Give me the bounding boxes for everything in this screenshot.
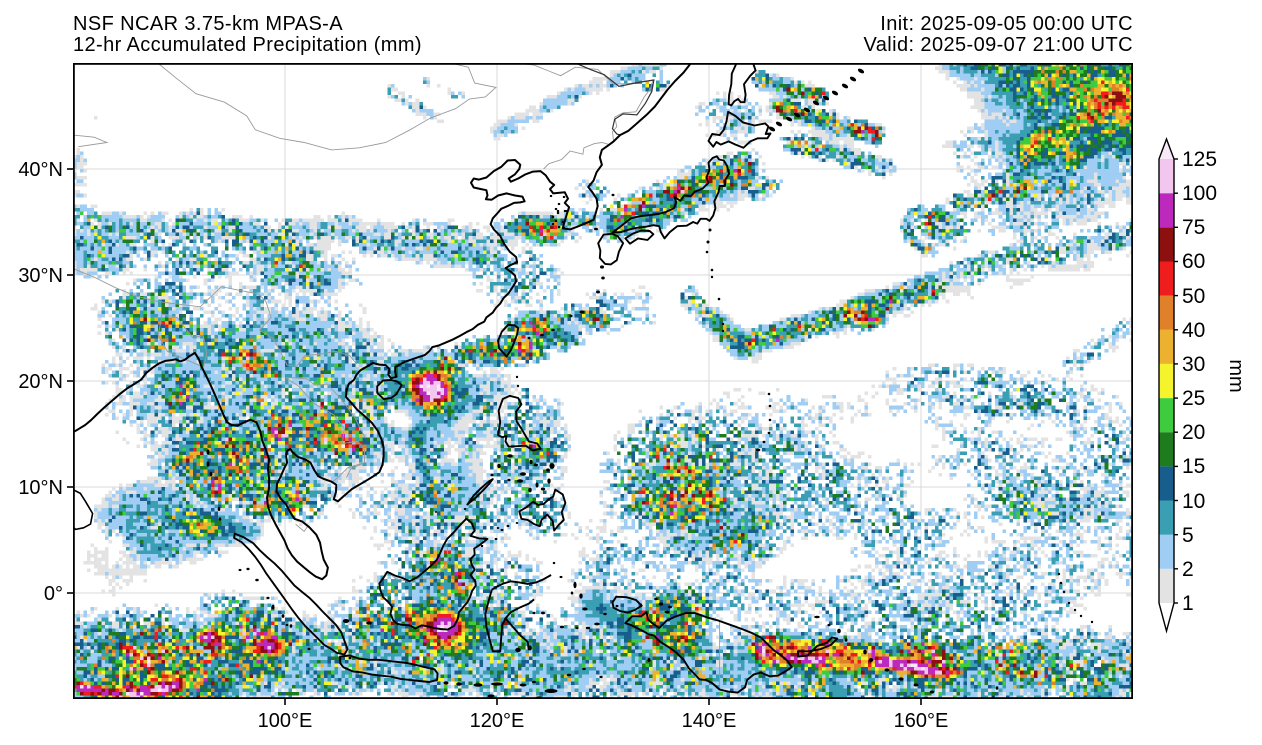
svg-text:1: 1 [1182, 592, 1194, 615]
svg-text:2: 2 [1182, 558, 1194, 581]
svg-text:100°E: 100°E [258, 710, 313, 732]
svg-text:0°: 0° [44, 583, 63, 605]
svg-text:10°N: 10°N [18, 477, 63, 499]
svg-text:30°N: 30°N [18, 265, 63, 287]
svg-text:mm: mm [1225, 359, 1247, 392]
svg-text:15: 15 [1182, 455, 1205, 478]
svg-text:25: 25 [1182, 387, 1205, 410]
svg-text:5: 5 [1182, 524, 1194, 547]
svg-text:140°E: 140°E [682, 710, 737, 732]
svg-text:40: 40 [1182, 319, 1205, 342]
svg-text:20: 20 [1182, 421, 1205, 444]
svg-text:30: 30 [1182, 353, 1205, 376]
svg-text:160°E: 160°E [894, 710, 949, 732]
svg-text:125: 125 [1182, 148, 1217, 171]
svg-text:100: 100 [1182, 182, 1217, 205]
svg-text:120°E: 120°E [470, 710, 525, 732]
svg-text:20°N: 20°N [18, 371, 63, 393]
svg-text:10: 10 [1182, 490, 1205, 513]
svg-text:60: 60 [1182, 250, 1205, 273]
svg-text:50: 50 [1182, 285, 1205, 308]
svg-text:40°N: 40°N [18, 159, 63, 181]
svg-text:75: 75 [1182, 216, 1205, 239]
